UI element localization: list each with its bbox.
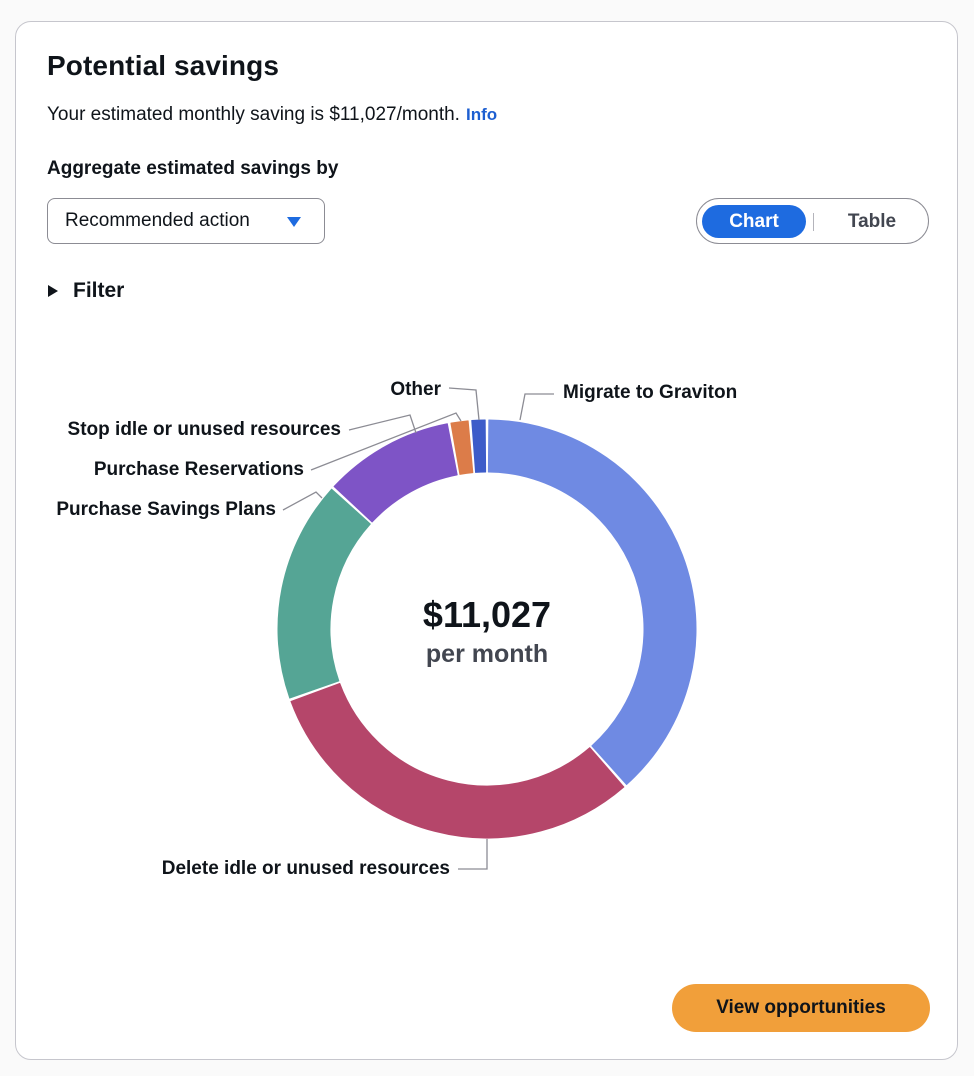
leader-line-other: [448, 387, 480, 421]
donut-label-other: Other: [390, 379, 441, 400]
donut-slice-stop-idle-or-unused-resources[interactable]: [450, 420, 474, 475]
toggle-divider: [813, 213, 814, 231]
filter-expander[interactable]: Filter: [47, 279, 124, 303]
caret-down-icon: [287, 217, 301, 227]
donut-label-delete-idle-or-unused-resources: Delete idle or unused resources: [162, 858, 450, 879]
donut-slice-other[interactable]: [471, 419, 487, 473]
leader-line-migrate-to-graviton: [519, 393, 554, 421]
savings-description-text: Your estimated monthly saving is $11,027…: [47, 104, 460, 125]
donut-center-value: $11,027: [423, 594, 551, 635]
chart-toggle-button[interactable]: Chart: [702, 205, 806, 238]
donut-slice-purchase-savings-plans[interactable]: [277, 488, 371, 699]
triangle-right-icon: [48, 285, 58, 297]
view-toggle: Chart Table: [696, 198, 929, 244]
potential-savings-card: Potential savings Your estimated monthly…: [15, 21, 958, 1060]
donut-label-stop-idle-or-unused-resources: Stop idle or unused resources: [68, 419, 341, 440]
leader-line-purchase-reservations: [310, 412, 462, 471]
donut-slice-purchase-reservations[interactable]: [333, 423, 458, 523]
info-link[interactable]: Info: [465, 105, 498, 124]
donut-label-purchase-savings-plans: Purchase Savings Plans: [56, 499, 276, 520]
leader-line-purchase-savings-plans: [282, 491, 323, 511]
savings-description: Your estimated monthly saving is $11,027…: [47, 104, 497, 126]
aggregate-select[interactable]: Recommended action: [47, 198, 325, 244]
filter-label: Filter: [73, 279, 125, 302]
donut-center-label: per month: [426, 640, 548, 668]
donut-label-migrate-to-graviton: Migrate to Graviton: [563, 382, 737, 403]
view-opportunities-button[interactable]: View opportunities: [672, 984, 930, 1032]
card-title: Potential savings: [47, 50, 279, 81]
leader-line-stop-idle-or-unused-resources: [348, 414, 417, 434]
table-toggle-button[interactable]: Table: [847, 211, 897, 232]
aggregate-select-value: Recommended action: [65, 210, 250, 231]
aggregate-label: Aggregate estimated savings by: [47, 158, 339, 179]
donut-slice-migrate-to-graviton[interactable]: [487, 419, 697, 786]
leader-line-delete-idle-or-unused-resources: [458, 839, 488, 870]
donut-label-purchase-reservations: Purchase Reservations: [94, 459, 304, 480]
donut-slice-delete-idle-or-unused-resources[interactable]: [290, 682, 625, 839]
